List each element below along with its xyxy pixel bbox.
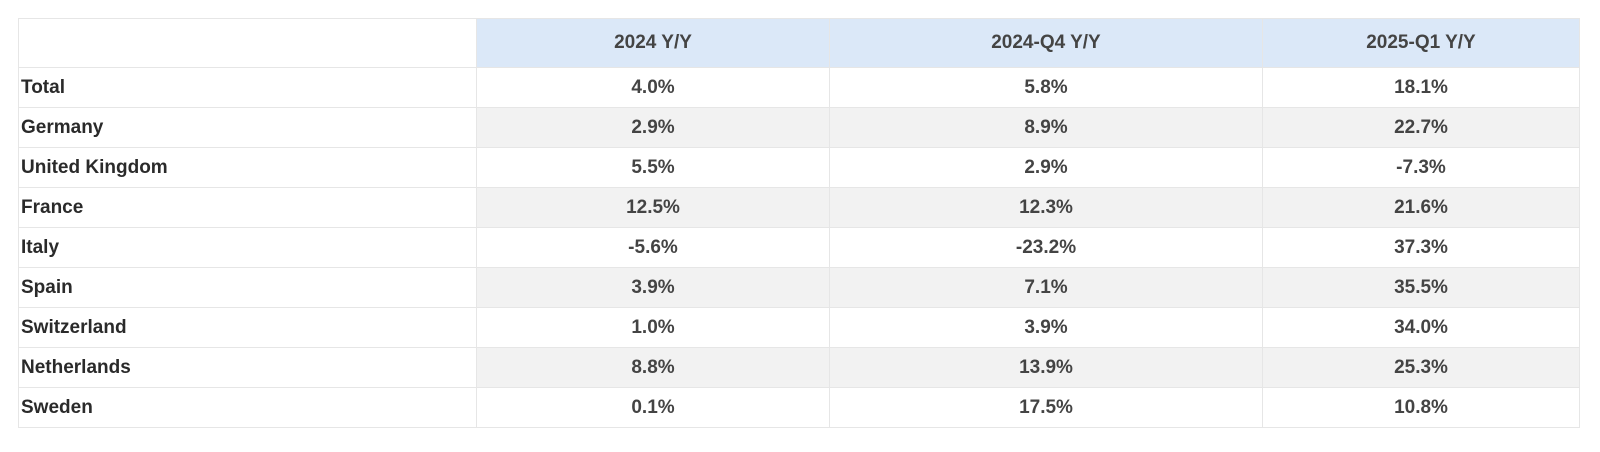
table-row: Spain 3.9% 7.1% 35.5% <box>18 267 1580 308</box>
table-cell: 17.5% <box>829 387 1263 428</box>
table-body: Total 4.0% 5.8% 18.1% Germany 2.9% 8.9% … <box>18 67 1580 428</box>
table-cell: 10.8% <box>1262 387 1580 428</box>
row-label: Sweden <box>18 387 477 428</box>
table-cell: 12.5% <box>476 187 830 228</box>
table-row: France 12.5% 12.3% 21.6% <box>18 187 1580 228</box>
data-table-container: 2024 Y/Y 2024-Q4 Y/Y 2025-Q1 Y/Y Total 4… <box>18 18 1580 428</box>
table-row: Italy -5.6% -23.2% 37.3% <box>18 227 1580 268</box>
table-cell: 18.1% <box>1262 67 1580 108</box>
table-row: United Kingdom 5.5% 2.9% -7.3% <box>18 147 1580 188</box>
table-cell: 12.3% <box>829 187 1263 228</box>
yoy-growth-table: 2024 Y/Y 2024-Q4 Y/Y 2025-Q1 Y/Y Total 4… <box>18 18 1580 428</box>
table-cell: 8.9% <box>829 107 1263 148</box>
table-row: Netherlands 8.8% 13.9% 25.3% <box>18 347 1580 388</box>
table-cell: -7.3% <box>1262 147 1580 188</box>
table-cell: 13.9% <box>829 347 1263 388</box>
table-header: 2024 Y/Y 2024-Q4 Y/Y 2025-Q1 Y/Y <box>18 18 1580 68</box>
row-label: Spain <box>18 267 477 308</box>
table-cell: 4.0% <box>476 67 830 108</box>
table-cell: 2.9% <box>829 147 1263 188</box>
row-label: Germany <box>18 107 477 148</box>
table-row: Switzerland 1.0% 3.9% 34.0% <box>18 307 1580 348</box>
header-cell-2025-q1-yy: 2025-Q1 Y/Y <box>1262 18 1580 68</box>
table-row: Sweden 0.1% 17.5% 10.8% <box>18 387 1580 428</box>
header-cell-2024-q4-yy: 2024-Q4 Y/Y <box>829 18 1263 68</box>
table-cell: 7.1% <box>829 267 1263 308</box>
row-label: Italy <box>18 227 477 268</box>
table-cell: -5.6% <box>476 227 830 268</box>
header-cell-2024-yy: 2024 Y/Y <box>476 18 830 68</box>
table-cell: 2.9% <box>476 107 830 148</box>
header-row: 2024 Y/Y 2024-Q4 Y/Y 2025-Q1 Y/Y <box>18 18 1580 68</box>
row-label: United Kingdom <box>18 147 477 188</box>
row-label: Switzerland <box>18 307 477 348</box>
row-label: France <box>18 187 477 228</box>
table-cell: 1.0% <box>476 307 830 348</box>
table-cell: -23.2% <box>829 227 1263 268</box>
table-cell: 3.9% <box>476 267 830 308</box>
table-cell: 22.7% <box>1262 107 1580 148</box>
table-cell: 25.3% <box>1262 347 1580 388</box>
table-cell: 0.1% <box>476 387 830 428</box>
table-cell: 37.3% <box>1262 227 1580 268</box>
table-row: Germany 2.9% 8.9% 22.7% <box>18 107 1580 148</box>
row-label: Netherlands <box>18 347 477 388</box>
table-cell: 21.6% <box>1262 187 1580 228</box>
table-row: Total 4.0% 5.8% 18.1% <box>18 67 1580 108</box>
table-cell: 5.5% <box>476 147 830 188</box>
table-cell: 34.0% <box>1262 307 1580 348</box>
row-label: Total <box>18 67 477 108</box>
table-cell: 3.9% <box>829 307 1263 348</box>
table-cell: 35.5% <box>1262 267 1580 308</box>
table-cell: 5.8% <box>829 67 1263 108</box>
header-cell-blank <box>18 18 477 68</box>
table-cell: 8.8% <box>476 347 830 388</box>
